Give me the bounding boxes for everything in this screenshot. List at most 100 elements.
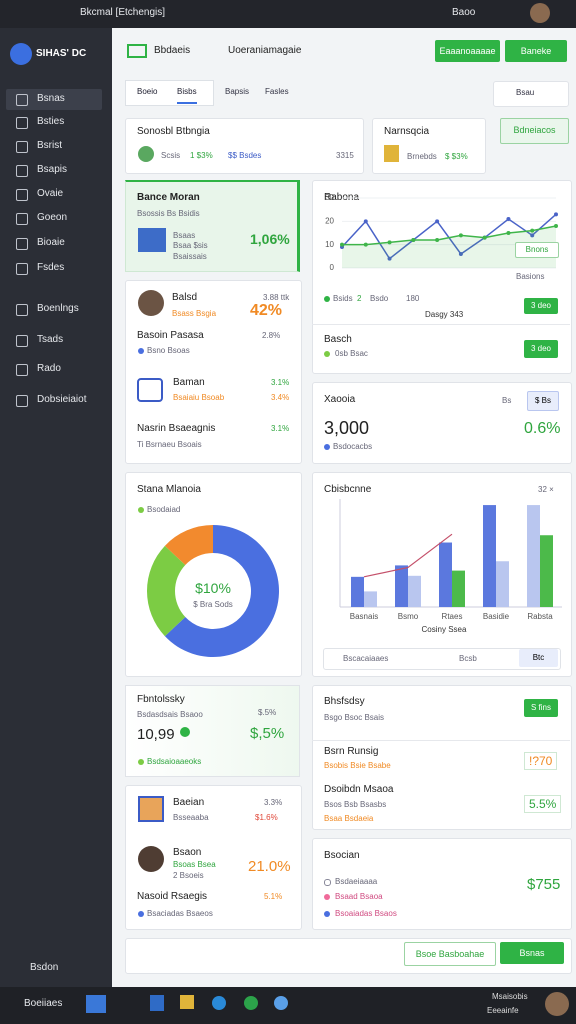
chart-badge[interactable]: 32 × xyxy=(538,485,554,494)
menu-item[interactable]: Boenlngs xyxy=(37,303,79,314)
row-text: Bsaad Bsaoa xyxy=(335,892,383,901)
point xyxy=(482,235,487,240)
note-dot xyxy=(138,759,144,765)
row-note: Bsseaaba xyxy=(173,813,209,822)
menu-item[interactable]: Dobsieiaiot xyxy=(37,394,87,405)
legend-text: Bsodaiad xyxy=(147,505,181,514)
card-value: 1,06% xyxy=(250,231,290,247)
search-text: Bscacaiaaes xyxy=(343,654,389,663)
legend-text: 2 xyxy=(357,294,362,303)
point xyxy=(363,242,368,247)
chart-title: Stana Mlanoia xyxy=(137,484,201,495)
app-icon[interactable] xyxy=(212,996,226,1010)
row-title: Dsoibdn Msaoa xyxy=(324,784,394,795)
search-box[interactable] xyxy=(493,81,569,107)
menu-item[interactable]: Bsties xyxy=(37,116,65,127)
tab-group xyxy=(125,80,214,106)
row-note: 0sb Bsac xyxy=(335,349,368,358)
x-tick-label: Basnais xyxy=(350,612,378,621)
tray-avatar[interactable] xyxy=(545,992,569,1016)
row-dot xyxy=(324,911,330,917)
point xyxy=(530,233,535,238)
chart-tag[interactable]: Bnons xyxy=(515,242,559,258)
card-change: $,5% xyxy=(250,725,285,742)
tray-text: Msaisobis xyxy=(492,992,528,1001)
app-icon[interactable] xyxy=(244,996,258,1010)
menu-icon xyxy=(16,238,28,250)
primary-button[interactable]: Bsnas xyxy=(500,942,564,964)
brand-note-value: 3.4% xyxy=(271,393,290,402)
menu-item[interactable]: Fsdes xyxy=(37,262,65,273)
chart-tag-note: Basions xyxy=(516,272,545,281)
bar xyxy=(452,570,465,607)
row-title: Bsaon xyxy=(173,847,202,858)
point xyxy=(554,224,558,228)
search-button[interactable]: Btc xyxy=(519,649,558,667)
kpi-change: 0.6% xyxy=(524,420,561,437)
divider xyxy=(312,740,570,741)
bar xyxy=(408,575,421,607)
menu-item[interactable]: Rado xyxy=(37,363,61,374)
card-line: Bsaas xyxy=(173,231,196,240)
menu-icon xyxy=(16,213,28,225)
card-value: $755 xyxy=(527,876,561,893)
legend-dot xyxy=(324,296,330,302)
x-tick-label: Basidie xyxy=(483,612,510,621)
menu-item[interactable]: Bsrist xyxy=(37,140,62,151)
x-tick-label: Bsmo xyxy=(398,612,419,621)
line-chart: 0 10 20 30 xyxy=(325,193,558,272)
search-bar[interactable] xyxy=(323,648,561,670)
outline-button[interactable]: Bsoe Basboahae xyxy=(404,942,496,966)
primary-button[interactable]: Baneke xyxy=(505,40,567,62)
toolbar-search[interactable]: Uoeraniamagaie xyxy=(228,45,302,56)
menu-item[interactable]: Bsnas xyxy=(37,93,65,104)
small-button[interactable]: 3 deo xyxy=(524,340,558,358)
chart-caption: Dasgy 343 xyxy=(425,310,464,319)
card-title: Fbntolssky xyxy=(137,694,185,705)
user-avatar[interactable] xyxy=(530,3,550,23)
session-card xyxy=(312,838,572,930)
card-value: 10,99 xyxy=(137,726,175,743)
small-button[interactable]: S fins xyxy=(524,699,558,717)
row-note: Bsoas Bsea xyxy=(173,860,216,869)
menu-item[interactable]: Bioaie xyxy=(37,237,65,248)
tab-active[interactable]: Bisbs xyxy=(177,87,197,104)
sidebar-footer[interactable]: Bsdon xyxy=(30,962,59,973)
start-label[interactable]: Boeiiaes xyxy=(24,998,63,1009)
bar-chart: Basnais Bsmo Rtaes Basidie Rabsta xyxy=(339,499,562,621)
toolbar-title: Bbdaeis xyxy=(154,45,191,56)
search-text: Bsau xyxy=(516,88,535,97)
menu-item[interactable]: Ovaie xyxy=(37,188,64,199)
card-note: $$ Bsdes xyxy=(228,151,262,160)
card-icon xyxy=(138,146,154,162)
row-title: Basoin Pasasa xyxy=(137,330,204,341)
primary-button[interactable]: Eaaanoaaaae xyxy=(435,40,500,62)
legend-text: 180 xyxy=(406,294,420,303)
app-icon[interactable] xyxy=(274,996,288,1010)
menu-icon xyxy=(16,141,28,153)
tray-text: Eeeainfe xyxy=(487,1006,519,1015)
kpi-button[interactable]: $ Bs xyxy=(527,391,559,411)
card-label: Brnebds xyxy=(407,152,437,161)
small-button[interactable]: 3 deo xyxy=(524,298,558,314)
status-bar xyxy=(0,0,576,28)
outline-button[interactable]: Bdneiacos xyxy=(500,118,569,144)
app-icon[interactable] xyxy=(86,995,106,1013)
row-title: Baeian xyxy=(173,797,205,808)
menu-item[interactable]: Goeon xyxy=(37,212,68,223)
window-title: Bkcmal [Etchengis] xyxy=(80,7,166,18)
donut-slice xyxy=(147,545,186,637)
legend-dot xyxy=(138,507,144,513)
app-icon[interactable] xyxy=(180,995,194,1009)
card-subtitle: Bsdasdsais Bsaoo xyxy=(137,710,203,719)
donut-slice xyxy=(164,525,279,657)
app-icon[interactable] xyxy=(150,995,164,1011)
row-title: Nasoid Rsaegis xyxy=(137,891,208,902)
menu-item[interactable]: Tsads xyxy=(37,334,64,345)
tab[interactable]: Bapsis xyxy=(225,87,250,96)
menu-item[interactable]: Bsapis xyxy=(37,164,68,175)
person-value: 42% xyxy=(250,302,283,319)
tab[interactable]: Boeio xyxy=(137,87,158,96)
card-title: Bsocian xyxy=(324,850,360,861)
tab[interactable]: Fasles xyxy=(265,87,289,96)
